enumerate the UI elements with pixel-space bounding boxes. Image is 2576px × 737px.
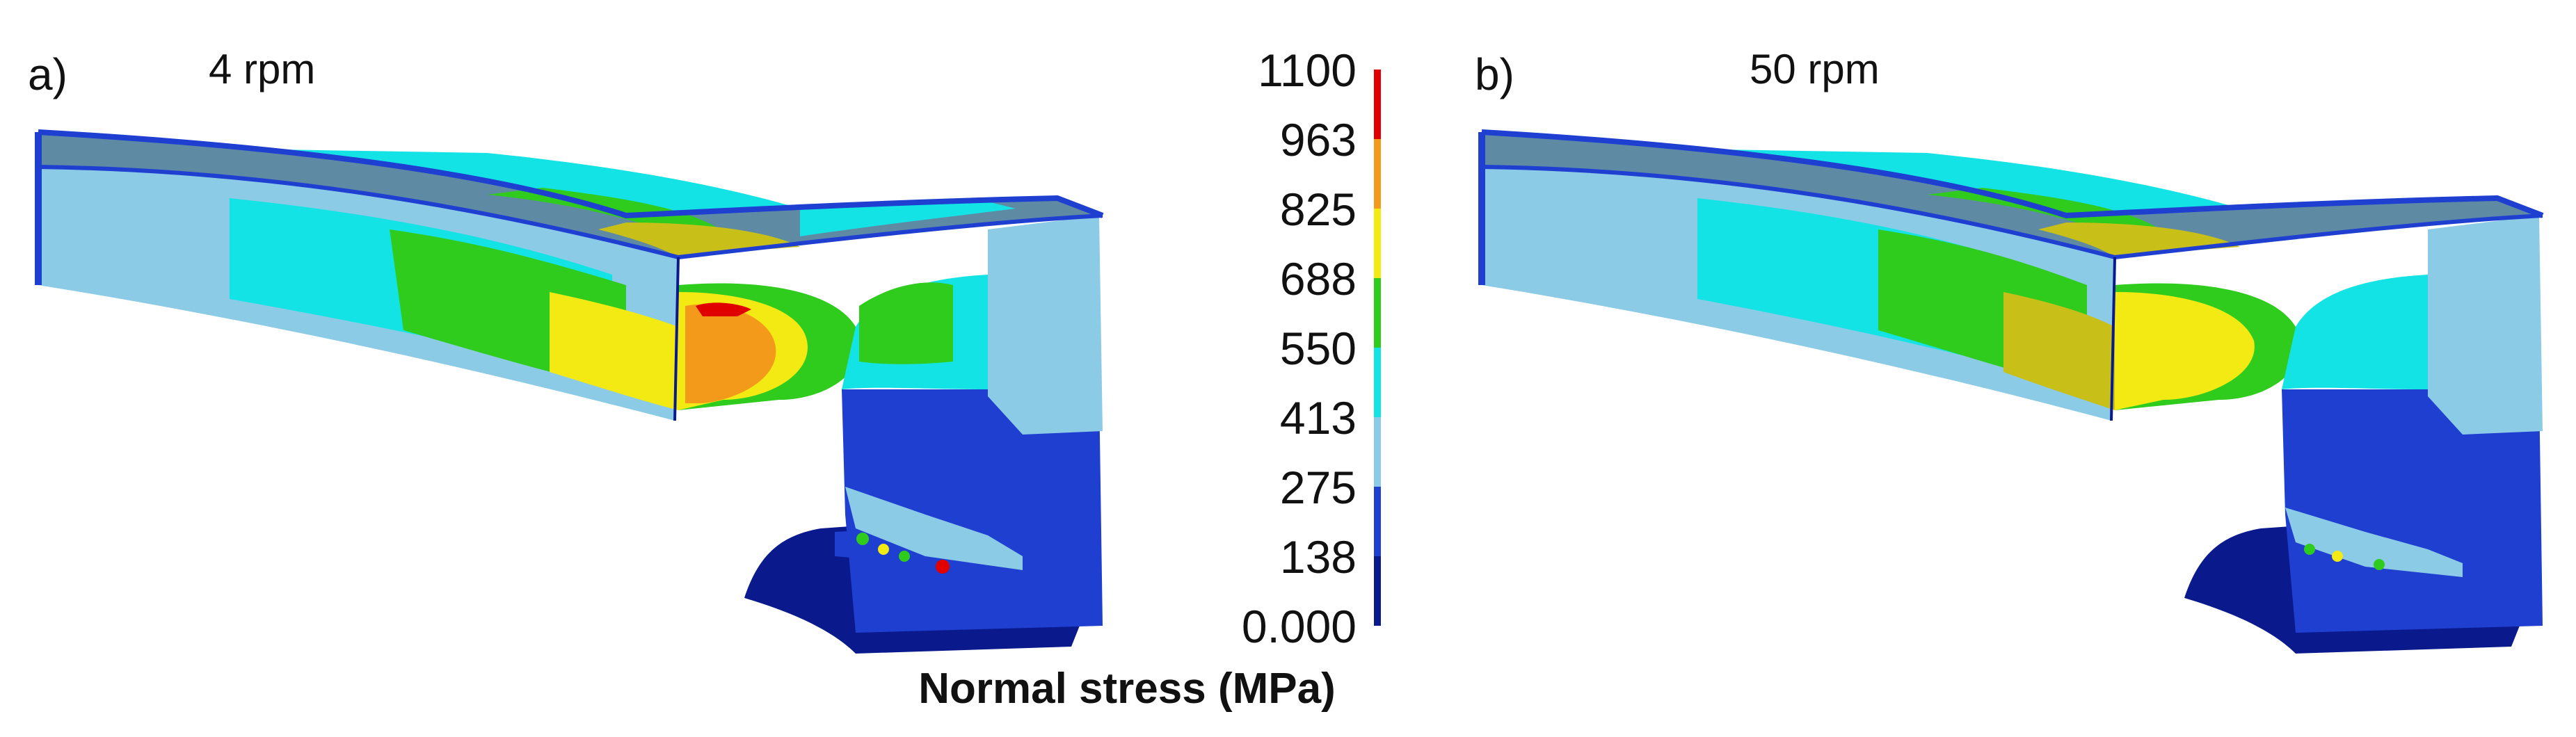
color-bar-band-cyan — [1374, 348, 1381, 417]
legend-tick-413: 413 — [1279, 392, 1357, 444]
color-bar-band-red — [1374, 70, 1381, 139]
color-bar-band-lightblue — [1374, 417, 1381, 487]
legend-tick-825: 825 — [1279, 184, 1357, 235]
legend-tick-550: 550 — [1279, 323, 1357, 374]
legend-tick-963: 963 — [1279, 114, 1357, 165]
color-bar-band-blue — [1374, 487, 1381, 556]
legend-tick-1100: 1100 — [1258, 44, 1357, 96]
panel-a-label: a) — [28, 49, 67, 99]
color-bar-band-darkblue — [1374, 556, 1381, 626]
panel-b-label: b) — [1475, 49, 1514, 99]
legend-tick-138: 138 — [1279, 531, 1357, 583]
color-bar-band-orange — [1374, 139, 1381, 209]
legend-tick-275: 275 — [1279, 462, 1357, 513]
panel-b-model — [1478, 129, 2544, 654]
panel-a-model — [35, 129, 1104, 654]
color-bar — [1374, 70, 1381, 626]
panel-a-speed: 4 rpm — [209, 46, 316, 92]
legend-title: Normal stress (MPa) — [918, 665, 1336, 713]
panel-b-speed: 50 rpm — [1750, 46, 1880, 92]
legend-tick-688: 688 — [1279, 253, 1357, 305]
color-bar-band-yellow — [1374, 209, 1381, 278]
legend-tick-0: 0.000 — [1241, 601, 1357, 652]
color-bar-band-green — [1374, 278, 1381, 348]
